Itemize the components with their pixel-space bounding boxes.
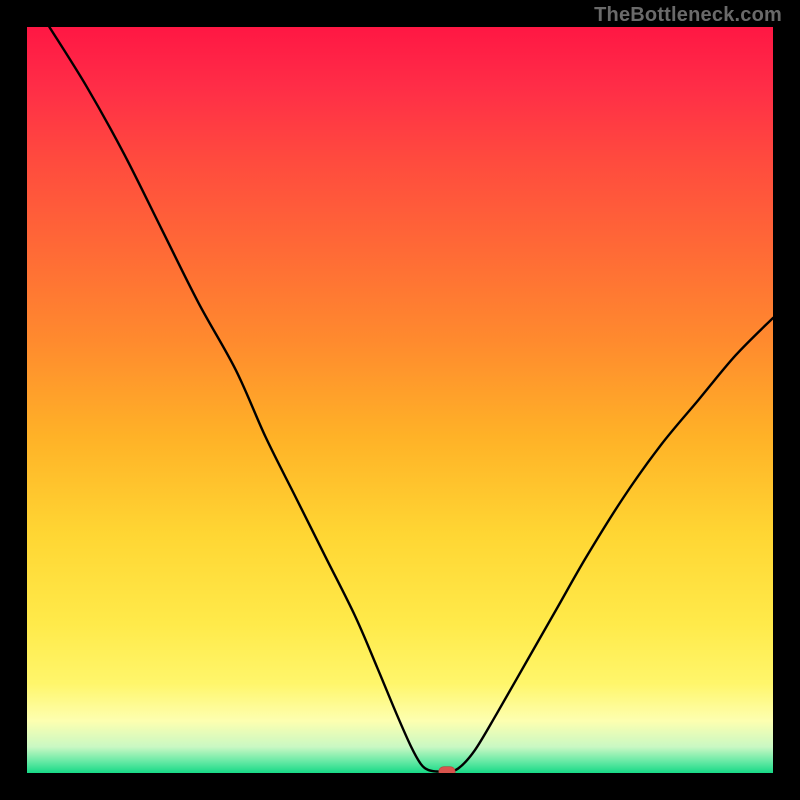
optimal-point-marker [439, 767, 455, 773]
chart-plot-area [27, 27, 773, 773]
chart-svg [27, 27, 773, 773]
gradient-background [27, 27, 773, 773]
watermark-text: TheBottleneck.com [594, 4, 782, 27]
